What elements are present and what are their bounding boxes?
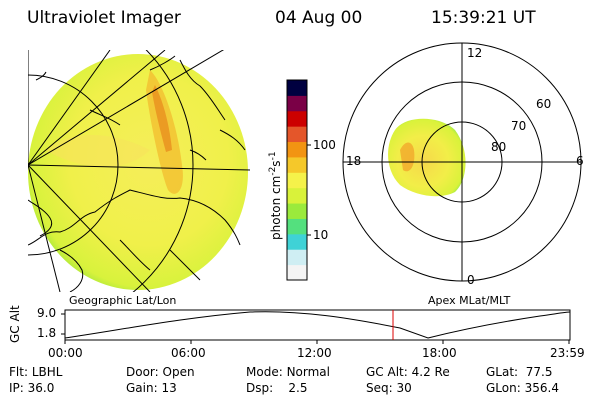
altitude-xtick-2: 12:00 <box>297 346 332 360</box>
colorbar-segments <box>287 80 307 281</box>
altitude-ytick-high: 9.0 <box>37 306 57 320</box>
polar-auroral-region <box>388 118 466 197</box>
colorbar-segment <box>287 95 307 112</box>
altitude-ytick-low: 1.8 <box>37 326 57 340</box>
mlt-label-6: 6 <box>576 154 584 168</box>
colorbar-segment <box>287 264 307 281</box>
colorbar-segment <box>287 141 307 158</box>
colorbar-tick-10: 10 <box>313 228 329 242</box>
colorbar-unit-label: photon cm-2s-1 <box>268 151 283 240</box>
apex-panel-label: Apex MLat/MLT <box>428 294 511 307</box>
colorbar-segment <box>287 249 307 266</box>
instrument-title: Ultraviolet Imager <box>27 8 181 28</box>
colorbar-segment <box>287 156 307 173</box>
mlat-label-70: 70 <box>511 119 527 133</box>
altitude-curve <box>64 311 571 339</box>
colorbar <box>286 79 311 281</box>
colorbar-segment <box>287 233 307 250</box>
info-ip: IP: 36.0 <box>9 381 55 395</box>
altitude-xtick-0: 00:00 <box>48 346 83 360</box>
info-door: Door: Open <box>126 365 195 379</box>
info-mode: Mode: Normal <box>246 365 330 379</box>
time-label: 15:39:21 UT <box>431 8 536 28</box>
geographic-panel-label: Geographic Lat/Lon <box>69 294 177 307</box>
info-glon: GLon: 356.4 <box>486 381 559 395</box>
altitude-ylabel: GC Alt <box>8 305 22 343</box>
mlt-label-18: 18 <box>346 154 362 168</box>
mlat-label-80: 80 <box>491 140 507 154</box>
mlt-label-0: 0 <box>467 273 475 287</box>
colorbar-segment <box>287 126 307 143</box>
colorbar-segment <box>287 203 307 219</box>
altitude-plot <box>61 309 571 344</box>
mlt-label-12: 12 <box>467 46 483 60</box>
colorbar-tick-100: 100 <box>313 138 336 152</box>
geographic-map <box>28 50 250 292</box>
info-gain: Gain: 13 <box>126 381 177 395</box>
colorbar-segment <box>287 172 307 189</box>
mlat-label-60: 60 <box>536 97 552 111</box>
apex-polar-plot <box>342 42 582 282</box>
colorbar-segment <box>287 187 307 204</box>
auroral-disc <box>28 54 248 290</box>
altitude-xtick-1: 06:00 <box>171 346 206 360</box>
info-glat: GLat: 77.5 <box>486 365 553 379</box>
info-gc-alt: GC Alt: 4.2 Re <box>366 365 450 379</box>
colorbar-segment <box>287 80 307 96</box>
colorbar-frame <box>286 79 308 281</box>
date-label: 04 Aug 00 <box>275 8 363 28</box>
altitude-xtick-4: 23:59 <box>550 346 585 360</box>
altitude-xtick-3: 18:00 <box>422 346 457 360</box>
info-dsp: Dsp: 2.5 <box>246 381 308 395</box>
info-flt: Flt: LBHL <box>9 365 63 379</box>
colorbar-segment <box>287 110 307 127</box>
info-seq: Seq: 30 <box>366 381 412 395</box>
colorbar-segment <box>287 218 307 235</box>
